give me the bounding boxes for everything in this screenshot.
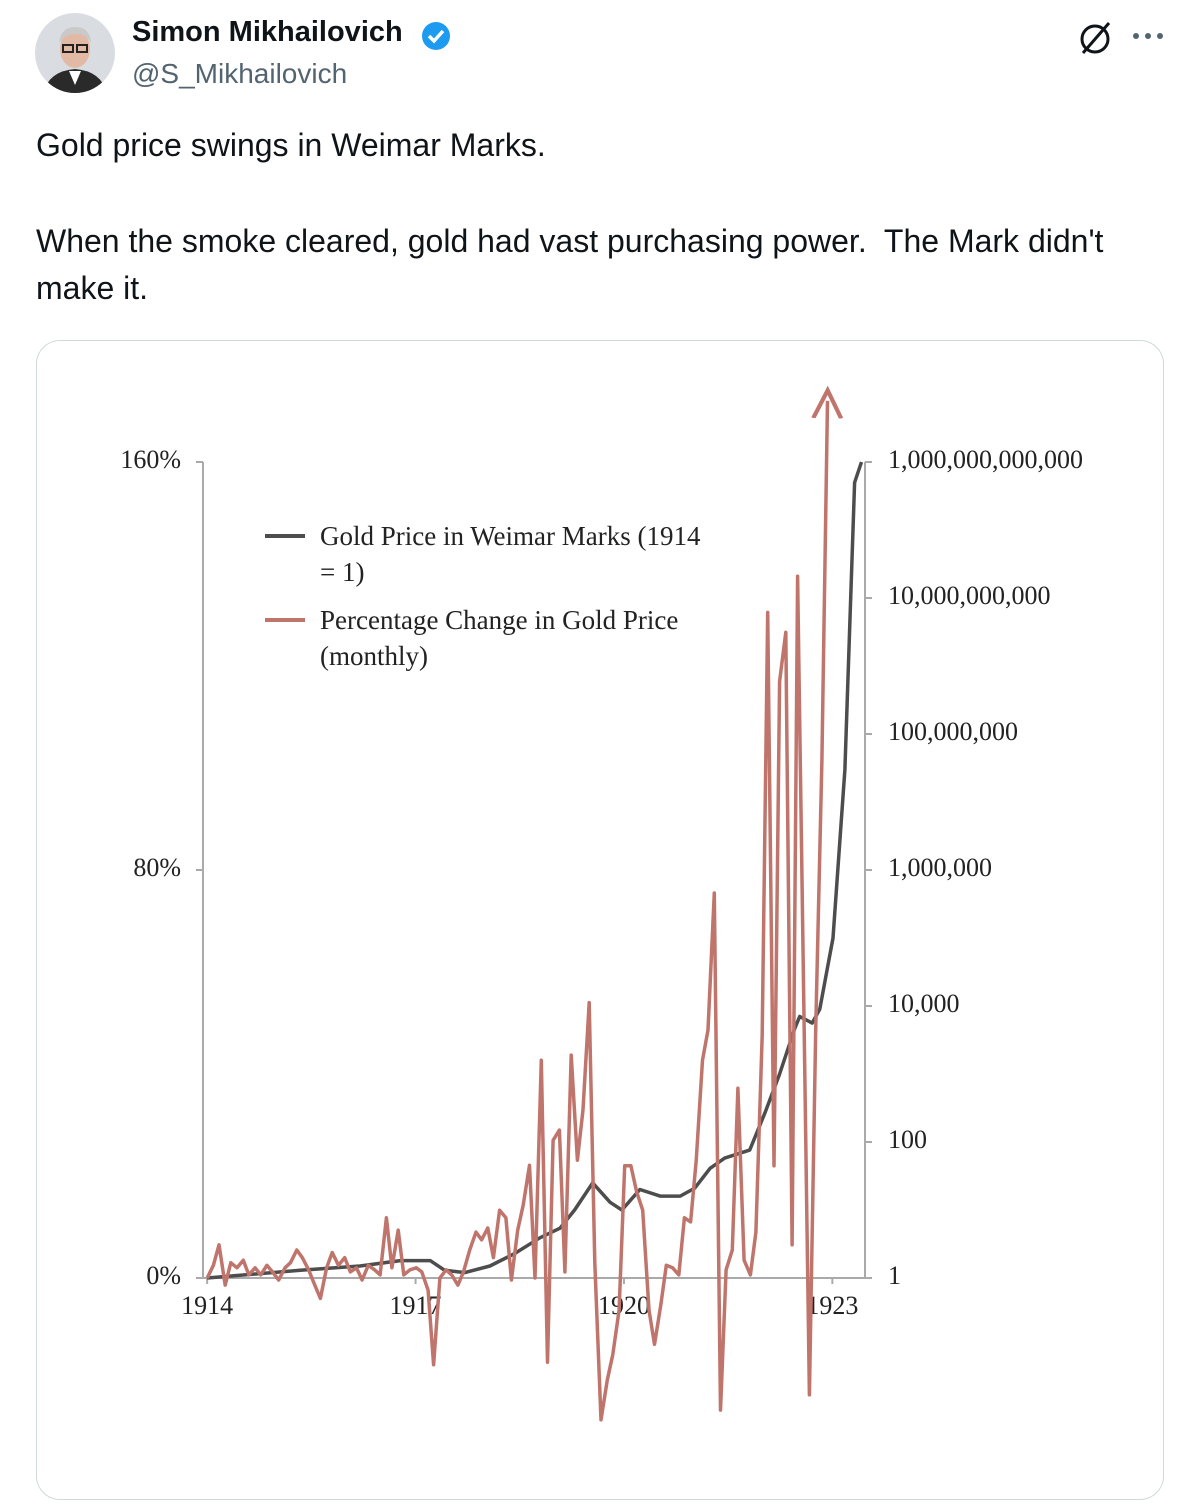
tweet-text: Gold price swings in Weimar Marks. [36, 127, 546, 163]
y2-tick-label: 100 [888, 1125, 927, 1154]
media-card[interactable] [36, 340, 1164, 1500]
y-tick-label: 0% [146, 1261, 181, 1290]
legend-swatch [265, 534, 305, 538]
legend-label: Gold Price in Weimar Marks (1914 = 1) [320, 521, 701, 587]
x-tick-label: 1914 [181, 1291, 233, 1320]
y-tick-label: 80% [133, 853, 181, 882]
y-tick-label: 160% [120, 445, 181, 474]
legend-swatch [265, 618, 305, 622]
avatar[interactable] [35, 13, 115, 93]
x-tick-label: 1917 [390, 1291, 442, 1320]
series-line [205, 401, 827, 1422]
x-tick-label: 1920 [598, 1291, 650, 1320]
y2-tick-label: 100,000,000 [888, 717, 1018, 746]
y2-tick-label: 10,000 [888, 989, 960, 1018]
legend-label: Percentage Change in Gold Price (monthly… [320, 605, 679, 671]
y2-tick-label: 10,000,000,000 [888, 581, 1051, 610]
verified-badge [422, 22, 450, 50]
more-icon[interactable] [1130, 30, 1166, 42]
y2-tick-label: 1,000,000,000,000 [888, 445, 1083, 474]
grok-icon[interactable] [1075, 17, 1115, 57]
author-handle[interactable]: @S_Mikhailovich [132, 58, 348, 89]
x-tick-label: 1923 [806, 1291, 858, 1320]
y2-tick-label: 1,000,000 [888, 853, 992, 882]
tweet-text: When the smoke cleared, gold had vast pu… [36, 223, 1113, 306]
author-name[interactable]: Simon Mikhailovich [132, 16, 403, 48]
y2-tick-label: 1 [888, 1261, 901, 1290]
